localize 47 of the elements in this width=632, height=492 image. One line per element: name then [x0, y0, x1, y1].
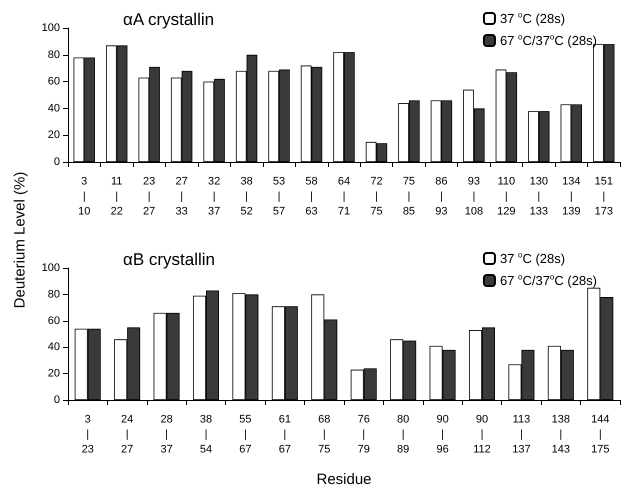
x-tick-label: 76 | 79 — [358, 414, 370, 456]
x-tick-label: 27 | 33 — [176, 176, 188, 218]
x-tick-label: 75 | 85 — [402, 176, 416, 218]
y-tick-label: 100 — [42, 22, 60, 34]
chart-title: αB crystallin — [123, 250, 216, 269]
x-tick-label: 61 | 67 — [278, 414, 291, 456]
x-tick-label: 138 | 143 — [552, 414, 570, 456]
x-tick-label: 38 | 52 — [240, 176, 253, 218]
x-tick-label: 113 | 137 — [512, 414, 531, 456]
x-tick-label: 38 | 54 — [200, 414, 212, 456]
y-tick-label: 80 — [48, 48, 60, 61]
y-tick-label: 0 — [54, 156, 60, 168]
x-tick-label: 144 | 175 — [591, 414, 610, 456]
x-tick-label: 90 | 96 — [436, 414, 449, 456]
x-tick-label: 151 | 173 — [594, 176, 613, 218]
chart-title: αA crystallin — [123, 10, 214, 29]
x-tick-label: 24 | 27 — [121, 414, 134, 456]
x-tick-label: 86 | 93 — [435, 176, 448, 218]
x-tick-label: 93 | 108 — [464, 176, 484, 218]
x-tick-label: 58 | 63 — [305, 176, 318, 218]
x-tick-label: 23 | 27 — [143, 176, 156, 218]
x-tick-label: 68 | 75 — [318, 414, 330, 456]
x-tick-label: 134 | 139 — [562, 176, 580, 218]
x-tick-label: 55 | 67 — [239, 414, 252, 456]
x-tick-label: 130 | 133 — [530, 176, 548, 218]
y-tick-label: 40 — [48, 341, 60, 354]
y-tick-label: 20 — [48, 368, 60, 380]
y-tick-label: 100 — [42, 262, 60, 274]
x-tick-label: 110 | 129 — [497, 176, 516, 218]
y-tick-label: 40 — [48, 102, 60, 114]
y-tick-label: 20 — [48, 129, 60, 142]
x-tick-label: 53 | 57 — [272, 176, 286, 218]
x-tick-label: 28 | 37 — [160, 414, 173, 456]
y-tick-label: 0 — [54, 394, 60, 406]
y-tick-label: 80 — [48, 288, 60, 300]
x-tick-label: 72 | 75 — [370, 176, 383, 218]
y-axis-title: Deuterium Level (%) — [12, 172, 28, 308]
x-tick-label: 32 | 37 — [208, 176, 220, 218]
x-tick-label: 64 | 71 — [338, 176, 350, 218]
x-tick-label: 3 | 23 — [82, 414, 94, 456]
x-axis-title: Residue — [316, 471, 372, 488]
x-tick-label: 80 | 89 — [397, 414, 410, 456]
x-tick-label: 11 | 22 — [110, 176, 123, 218]
y-tick-label: 60 — [48, 76, 60, 88]
x-tick-label: 90 | 112 — [473, 414, 491, 456]
y-tick-label: 60 — [48, 314, 60, 327]
x-tick-label: 3 | 10 — [78, 176, 90, 218]
